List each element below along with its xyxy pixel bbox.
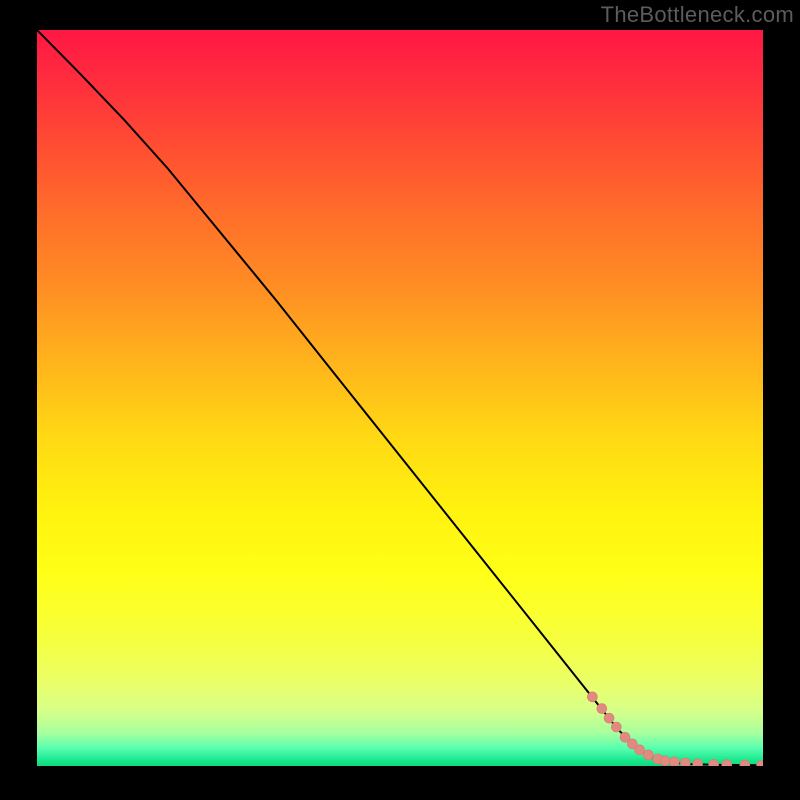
chart-frame: TheBottleneck.com <box>0 0 800 800</box>
scatter-point <box>587 692 597 702</box>
scatter-point <box>597 704 607 714</box>
scatter-point <box>611 722 621 732</box>
scatter-point <box>669 757 679 766</box>
scatter-point <box>643 750 653 760</box>
scatter-point <box>680 758 690 766</box>
plot-svg <box>37 30 763 766</box>
gradient-background <box>37 30 763 766</box>
scatter-point <box>635 745 645 755</box>
scatter-point <box>693 759 703 766</box>
scatter-point <box>604 713 614 723</box>
source-watermark: TheBottleneck.com <box>601 2 794 27</box>
scatter-point <box>660 756 670 766</box>
plot-area <box>37 30 763 766</box>
watermark-container: TheBottleneck.com <box>601 0 800 28</box>
